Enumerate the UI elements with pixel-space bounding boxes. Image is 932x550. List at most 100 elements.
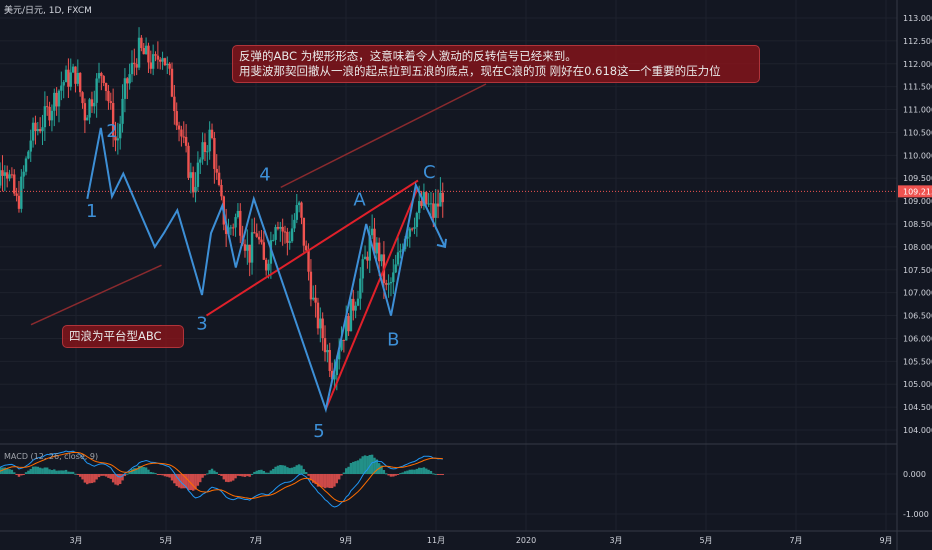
candle-body: [187, 145, 190, 178]
macd-histogram-bar: [60, 470, 63, 474]
x-tick-label: 7月: [789, 536, 802, 545]
macd-histogram-bar: [10, 469, 14, 474]
candle-body: [24, 158, 28, 172]
candle-body: [137, 37, 141, 68]
annotation-text-1: 反弹的ABC 为楔形形态，这意味着令人激动的反转信号已经来到。: [239, 49, 577, 63]
macd-histogram-bar: [307, 474, 310, 476]
y-tick-label: 109.500: [903, 174, 932, 183]
candle-body: [281, 226, 284, 232]
candle-body: [206, 151, 209, 153]
candle-body: [337, 349, 341, 360]
macd-histogram-bar: [418, 467, 421, 474]
y-tick-label: 110.500: [903, 128, 932, 137]
macd-histogram-bar: [116, 474, 120, 486]
macd-histogram-bar: [48, 469, 51, 474]
candle-body: [441, 192, 444, 203]
annotation-box-bottom[interactable]: 四浪为平台型ABC: [62, 325, 184, 348]
macd-histogram-bar: [210, 468, 214, 474]
wave-label-B: B: [387, 329, 399, 350]
current-price-label: 109.213: [903, 187, 932, 196]
x-tick-label: 3月: [69, 536, 82, 545]
macd-histogram-bar: [340, 474, 343, 476]
candle-body: [234, 217, 237, 228]
candle-body: [269, 240, 273, 264]
candle-body: [203, 142, 207, 152]
candle-body: [246, 244, 249, 251]
candle-body: [3, 172, 7, 176]
candle-body: [422, 192, 426, 206]
macd-histogram-bar: [286, 467, 289, 474]
macd-histogram-bar: [330, 474, 334, 489]
candle-body: [147, 45, 150, 63]
wave-label-3: 3: [196, 313, 207, 334]
candle-body: [229, 227, 233, 229]
macd-histogram-bar: [262, 471, 266, 474]
macd-histogram-bar: [46, 467, 49, 474]
macd-histogram-bar: [345, 468, 348, 474]
y-tick-label: 104.000: [903, 426, 932, 435]
candle-body: [123, 78, 127, 99]
candle-body: [71, 66, 75, 73]
candle-body: [434, 203, 437, 218]
candle-body: [387, 283, 390, 285]
annotation-text-2: 用斐波那契回撤从一浪的起点拉到五浪的底点，现在C浪的顶 刚好在0.618这一个重…: [239, 64, 721, 78]
candle-body: [295, 205, 298, 220]
candle-body: [140, 37, 143, 49]
candle-body: [74, 66, 77, 84]
macd-histogram-bar: [434, 473, 437, 475]
macd-histogram-bar: [222, 474, 225, 480]
x-tick-label: 5月: [699, 536, 712, 545]
candle-body: [20, 176, 23, 209]
candle-body: [267, 263, 270, 271]
macd-histogram-bar: [309, 474, 313, 481]
macd-histogram-bar: [354, 461, 357, 474]
candle-body: [13, 174, 16, 194]
x-tick-label: 11月: [427, 536, 445, 545]
candle-body: [307, 250, 310, 272]
macd-histogram-bar: [272, 468, 275, 474]
macd-histogram-bar: [333, 474, 336, 487]
y-tick-label: 105.500: [903, 357, 932, 366]
candle-body: [76, 72, 80, 84]
wedge-lower-line: [324, 186, 419, 410]
candle-body: [17, 195, 21, 209]
macd-histogram-bar: [394, 474, 397, 476]
macd-histogram-bar: [326, 474, 329, 488]
callout-pointer-top: [280, 83, 487, 189]
candle-body: [274, 227, 277, 240]
macd-histogram-bar: [316, 474, 320, 487]
macd-histogram-bar: [159, 474, 162, 475]
candle-body: [257, 236, 261, 240]
candle-body: [43, 106, 47, 128]
macd-histogram-bar: [208, 470, 211, 474]
macd-histogram-bar: [257, 470, 261, 474]
candle-body: [408, 228, 411, 237]
macd-histogram-bar: [368, 454, 371, 474]
y-tick-label: 104.500: [903, 403, 932, 412]
macd-histogram-bar: [243, 474, 247, 477]
macd-histogram-bar: [217, 474, 221, 475]
macd-histogram-bar: [373, 457, 376, 474]
candle-body: [100, 73, 103, 77]
candle-body: [62, 82, 65, 86]
macd-histogram-bar: [78, 474, 82, 477]
annotation-box-top[interactable]: 反弹的ABC 为楔形形态，这意味着令人激动的反转信号已经来到。 用斐波那契回撤从…: [232, 45, 760, 83]
macd-histogram-bar: [359, 458, 362, 474]
candle-body: [128, 74, 131, 84]
candle-body: [335, 359, 339, 376]
macd-histogram-bar: [380, 465, 383, 474]
macd-histogram-bar: [62, 470, 65, 474]
macd-histogram-bar: [427, 469, 430, 474]
candle-body: [175, 111, 178, 126]
macd-histogram-bar: [229, 474, 233, 482]
macd-histogram-bar: [156, 474, 160, 475]
macd-histogram-bar: [281, 465, 284, 474]
x-tick-label: 2020: [516, 536, 536, 545]
candle-body: [368, 235, 371, 261]
candle-body: [262, 242, 266, 260]
macd-histogram-bar: [34, 466, 37, 474]
macd-histogram-bar: [57, 470, 61, 474]
macd-histogram-bar: [161, 474, 164, 476]
candle-body: [290, 228, 294, 242]
